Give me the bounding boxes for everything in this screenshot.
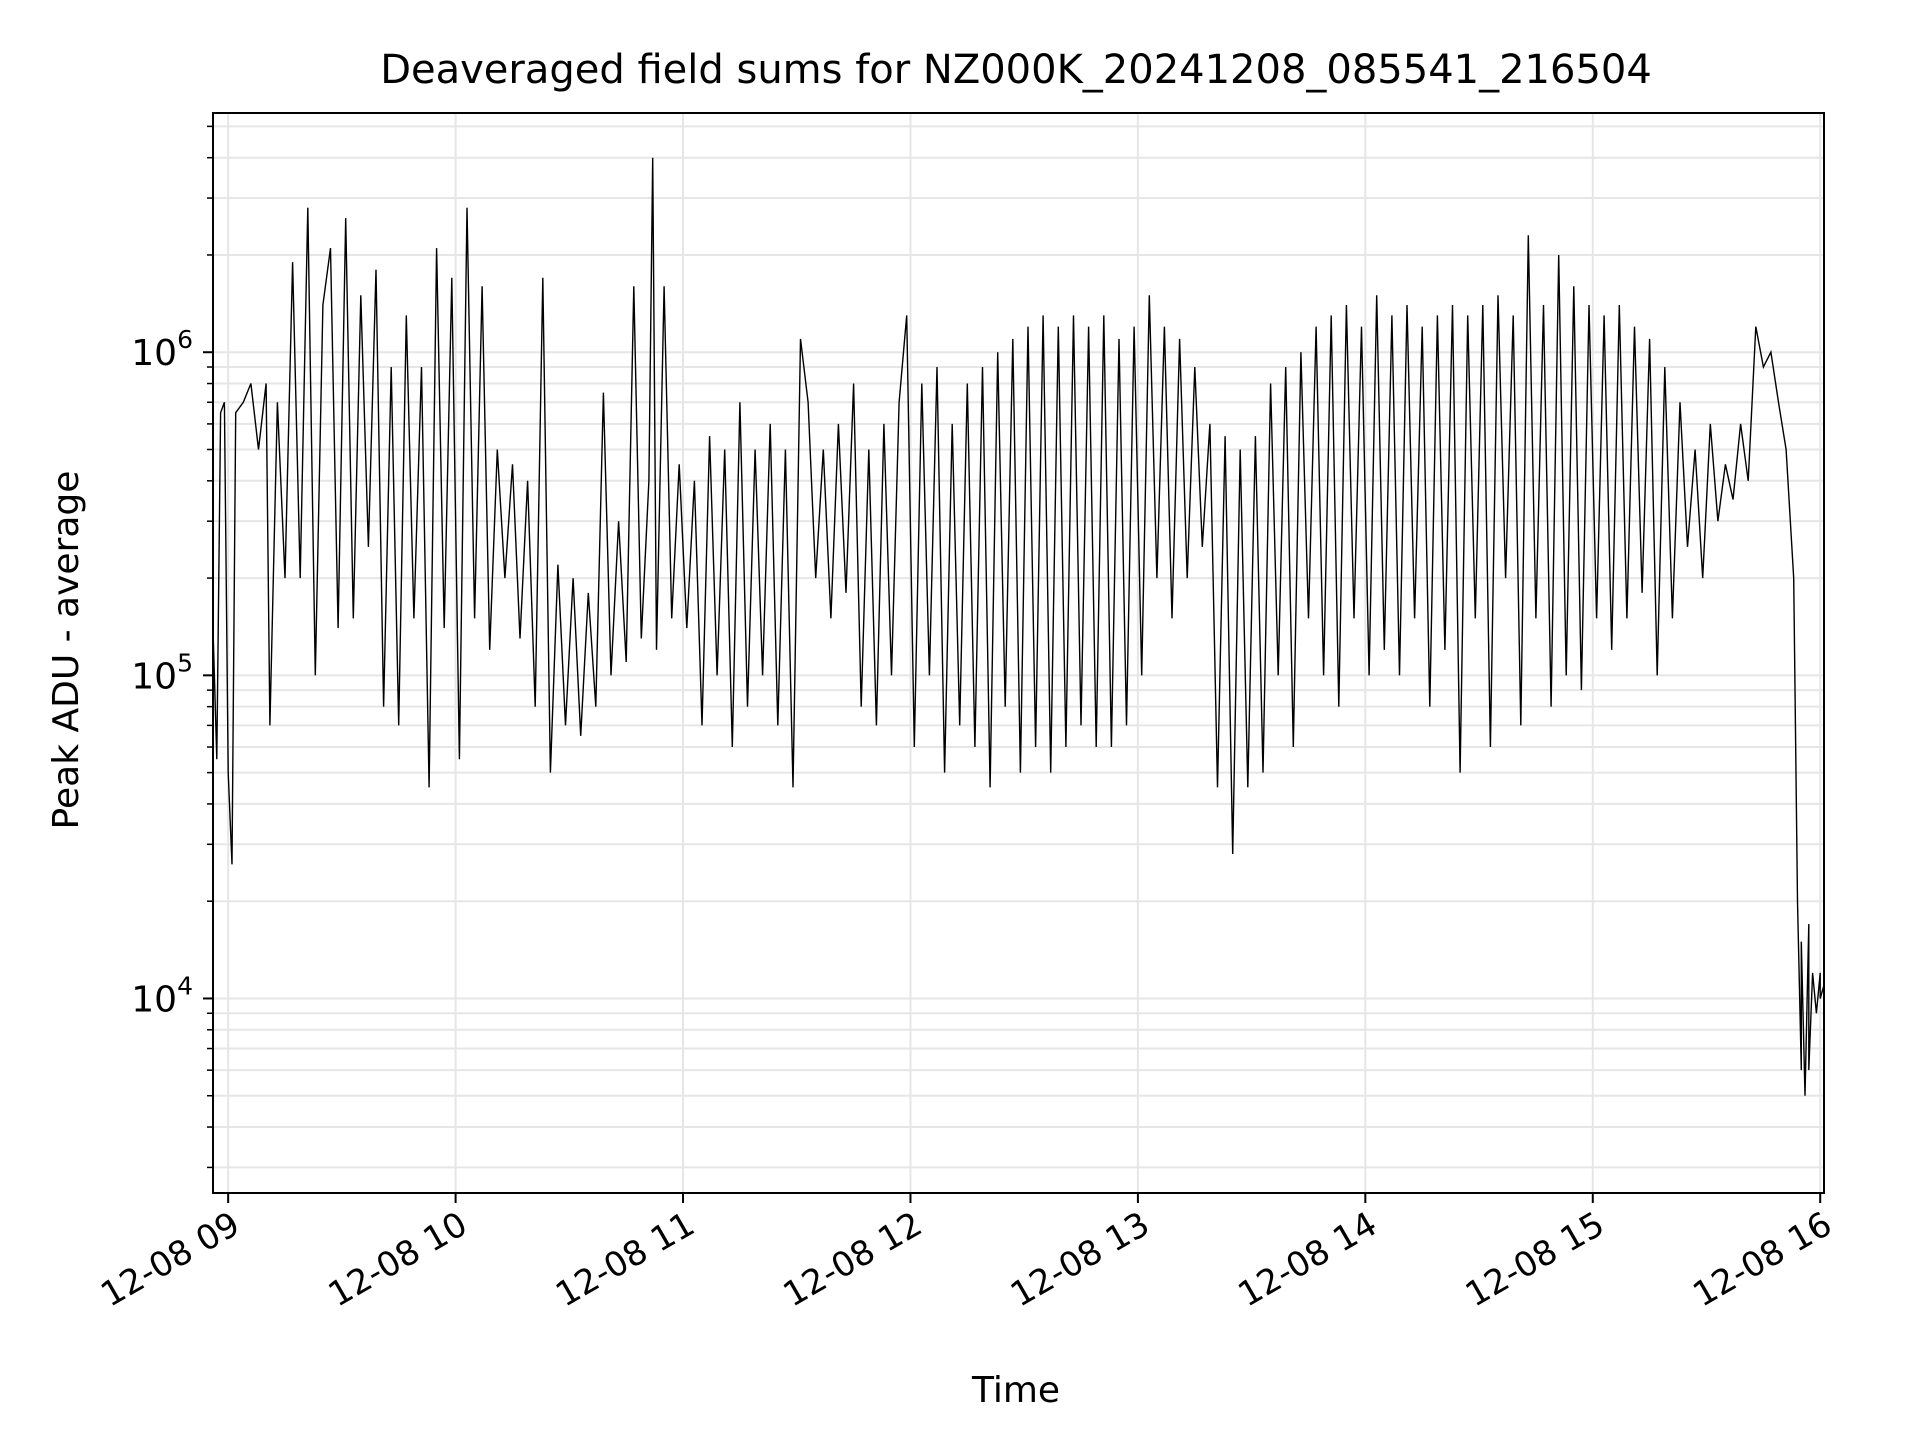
y-tick-label-exponent: 6 — [177, 325, 193, 354]
y-tick-label-base: 10 — [131, 333, 177, 374]
y-tick-label-base: 10 — [131, 979, 177, 1020]
y-axis-label: Peak ADU - average — [46, 471, 87, 830]
series-line — [212, 157, 1825, 1096]
plot-frame — [212, 112, 1825, 1194]
y-tick-label-exponent: 4 — [177, 971, 193, 1000]
y-tick-label-exponent: 5 — [177, 648, 193, 677]
y-tick-label-base: 10 — [131, 656, 177, 697]
series-layer — [212, 157, 1825, 1096]
y-tick-label: 106 — [131, 325, 193, 374]
y-tick-label: 105 — [131, 648, 193, 697]
x-axis-label: Time — [971, 1370, 1060, 1411]
y-tick-label: 104 — [131, 971, 193, 1020]
chart-title: Deaveraged field sums for NZ000K_2024120… — [380, 47, 1652, 93]
